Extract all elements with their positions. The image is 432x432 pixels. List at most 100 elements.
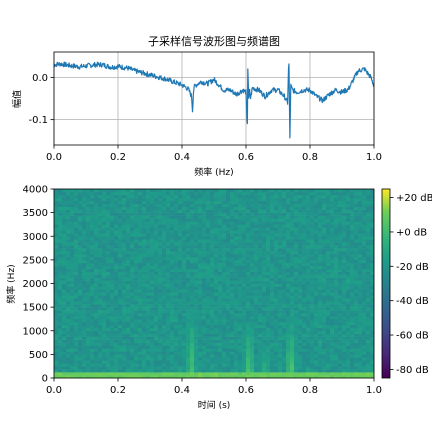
spectrogram-cell	[142, 233, 147, 237]
spectrogram-cell	[102, 197, 107, 202]
spectrogram-cell	[354, 301, 359, 305]
spectrogram-cell	[234, 280, 239, 284]
spectrogram-cell	[146, 245, 151, 249]
spectrogram-cell	[306, 301, 311, 305]
spectrogram-cell	[358, 239, 363, 243]
spectrogram-cell	[282, 342, 287, 346]
spectrogram-cell	[218, 230, 223, 234]
spectrogram-cell	[298, 307, 303, 311]
spectrogram-cell	[262, 375, 267, 379]
spectrogram-cell	[154, 248, 159, 252]
spectrogram-cell	[230, 321, 235, 326]
spectrogram-cell	[54, 200, 59, 205]
spectrogram-cell	[118, 218, 123, 222]
spectrogram-cell	[154, 348, 159, 352]
spectrogram-cell	[362, 268, 367, 272]
spectrogram-cell	[206, 283, 211, 287]
spectrogram-cell	[358, 256, 363, 261]
spectrogram-cell	[246, 369, 251, 373]
spectrogram-cell	[138, 218, 143, 222]
spectrogram-cell	[98, 191, 103, 196]
spectrogram-cell	[62, 369, 67, 373]
spectrogram-cell	[194, 253, 199, 258]
spectrogram-cell	[330, 310, 335, 314]
spectrogram-cell	[294, 194, 299, 199]
spectrogram-cell	[226, 224, 231, 228]
spectrogram-cell	[82, 265, 87, 270]
spectrogram-cell	[282, 363, 287, 367]
spectrogram-cell	[278, 342, 283, 346]
spectrogram-cell	[230, 292, 235, 296]
spectrogram-cell	[342, 313, 347, 317]
spectrogram-cell	[102, 345, 107, 349]
spectrogram-cell	[310, 318, 315, 323]
spectrogram-cell	[342, 336, 347, 340]
spectrogram-cell	[186, 286, 191, 290]
spectrogram-cell	[178, 360, 183, 364]
spectrogram-cell	[326, 233, 331, 237]
spectrogram-cell	[210, 239, 215, 243]
spectrogram-cell	[70, 354, 75, 358]
spectrogram-cell	[206, 242, 211, 246]
spectrogram-cell	[102, 221, 107, 225]
spectrogram-cell	[242, 224, 247, 228]
spectrogram-cell	[346, 268, 351, 272]
spectrogram-cell	[290, 375, 295, 379]
spectrogram-cell	[278, 301, 283, 305]
spectrogram-cell	[82, 351, 87, 355]
spectrogram-cell	[130, 274, 135, 278]
spectrogram-cell	[258, 333, 263, 337]
spectrogram-cell	[110, 218, 115, 222]
spectrogram-cell	[354, 212, 359, 216]
spectrogram-cell	[190, 189, 195, 193]
spectrogram-cell	[94, 233, 99, 237]
spectrogram-cell	[182, 268, 187, 272]
spectrogram-cell	[174, 307, 179, 311]
spectrogram-cell	[318, 339, 323, 343]
spectrogram-cell	[162, 348, 167, 352]
spectrogram-cell	[74, 245, 79, 249]
spectrogram-cell	[110, 336, 115, 340]
spectrogram-cell	[286, 339, 291, 343]
spectrogram-cell	[106, 321, 111, 326]
spectrogram-cell	[66, 330, 71, 334]
spectrogram-cell	[54, 277, 59, 281]
spectrogram-cell	[94, 313, 99, 317]
spectrogram-cell	[318, 203, 323, 208]
spectrogram-cell	[154, 245, 159, 249]
spectrogram-cell	[58, 227, 63, 231]
spectrogram-cell	[242, 351, 247, 355]
spectrogram-cell	[126, 301, 131, 305]
spectrogram-cell	[154, 289, 159, 293]
spectrogram-cell	[318, 189, 323, 193]
spectrogram-cell	[82, 375, 87, 379]
spectrogram-cell	[170, 251, 175, 255]
spectrogram-cell	[302, 354, 307, 358]
spectrogram-cell	[330, 313, 335, 317]
spectrogram-cell	[238, 274, 243, 278]
spectrogram-cell	[254, 360, 259, 364]
spectrogram-cell	[354, 209, 359, 213]
spectrogram-cell	[250, 259, 255, 264]
spectrogram-cell	[98, 366, 103, 370]
spectrogram-cell	[150, 189, 155, 193]
spectrogram-cell	[138, 333, 143, 337]
spectrogram-cell	[186, 191, 191, 196]
spectrogram-cell	[282, 360, 287, 364]
spectrogram-cell	[158, 351, 163, 355]
spectrogram-cell	[206, 262, 211, 267]
spectrogram-cell	[78, 239, 83, 243]
spectrogram-cell	[302, 342, 307, 346]
spectrogram-cell	[326, 286, 331, 290]
spectrogram-cell	[90, 191, 95, 196]
spectrogram-cell	[110, 342, 115, 346]
spectrogram-cell	[286, 200, 291, 205]
spectrogram-cell	[234, 366, 239, 370]
spectrogram-cell	[186, 253, 191, 258]
spectrogram-cell	[102, 318, 107, 323]
spectrogram-cell	[354, 230, 359, 234]
spectrogram-cell	[114, 304, 119, 308]
spectrogram-cell	[122, 206, 127, 210]
spectrogram-cell	[174, 233, 179, 237]
spectrogram-cell	[230, 366, 235, 370]
